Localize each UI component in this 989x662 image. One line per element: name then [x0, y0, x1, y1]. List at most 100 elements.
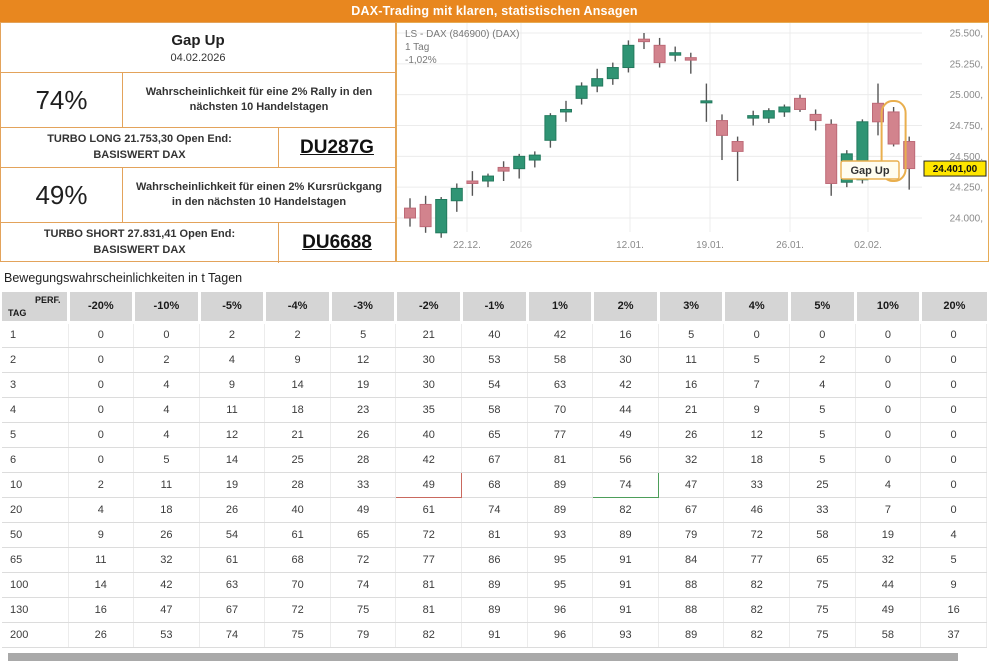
table-cell: 91 [592, 547, 659, 573]
table-cell: 93 [527, 522, 594, 548]
price-chart[interactable]: LS - DAX (846900) (DAX) 1 Tag -1,02% Gap… [396, 22, 989, 262]
table-cell: 28 [264, 472, 331, 498]
table-cell: 75 [789, 572, 856, 598]
candle-body [638, 38, 650, 43]
table-cell: 12 [723, 422, 791, 448]
table-cell: 89 [592, 522, 659, 548]
table-row: 65 11 32 61 68 72 77 86 95 91 84 77 65 32 5 [2, 547, 987, 573]
tag-cell: 3 [2, 372, 69, 398]
column-header: 1% [527, 292, 595, 324]
turbo-short-wkn-cell: DU6688 [279, 223, 395, 263]
table-cell: 2 [789, 347, 856, 373]
candle-body [731, 141, 744, 152]
table-row: 1 0 0 2 2 5 21 40 42 16 5 0 0 0 0 [2, 322, 987, 348]
table-cell: 74 [199, 622, 266, 648]
table-cell: 0 [920, 422, 987, 448]
table-cell: 75 [789, 597, 856, 623]
long-probability-description: Wahrscheinlichkeit für eine 2% Rally in … [145, 85, 373, 113]
y-axis-tick-label: 25.250, [950, 59, 983, 70]
signal-header-cell: Gap Up 04.02.2026 [1, 23, 395, 73]
table-cell: 2 [68, 472, 135, 498]
table-cell: 44 [592, 397, 659, 423]
table-cell: 67 [658, 497, 725, 523]
table-cell: 42 [395, 447, 463, 473]
turbo-short-wkn-link[interactable]: DU6688 [302, 232, 372, 253]
table-cell: 47 [133, 597, 200, 623]
app-header: DAX-Trading mit klaren, statistischen An… [0, 0, 989, 22]
table-cell: 75 [264, 622, 331, 648]
table-cell: 4 [789, 372, 856, 398]
table-cell: 53 [461, 347, 528, 373]
candle-body [653, 44, 666, 64]
table-cell: 11 [133, 472, 200, 498]
table-cell: 26 [330, 422, 397, 448]
table-cell: 0 [855, 447, 922, 473]
table-cell: 21 [264, 422, 331, 448]
table-cell: 82 [723, 597, 791, 623]
table-cell: 12 [199, 422, 266, 448]
short-probability: 49% [35, 179, 88, 210]
chart-symbol-label: LS - DAX (846900) (DAX) [405, 29, 520, 40]
tag-cell: 65 [2, 547, 69, 573]
table-cell: 58 [461, 397, 528, 423]
candle-body [669, 52, 682, 56]
horizontal-scrollbar-thumb[interactable] [8, 653, 958, 661]
candle-body [591, 78, 604, 87]
table-cell: 9 [264, 347, 331, 373]
last-price-value: 24.401,00 [933, 164, 978, 175]
candle-body [606, 67, 619, 80]
table-cell: 58 [855, 622, 922, 648]
column-header: 2% [592, 292, 660, 324]
tag-cell: 10 [2, 472, 69, 498]
turbo-long-wkn-link[interactable]: DU287G [300, 136, 374, 158]
table-cell: 56 [592, 447, 659, 473]
turbo-long-underlying: BASISWERT DAX [93, 148, 186, 161]
short-probability-cell: 49% [1, 168, 123, 223]
table-cell: 42 [133, 572, 200, 598]
table-cell: 21 [658, 397, 725, 423]
table-cell: 84 [658, 547, 725, 573]
table-row: 2 0 2 4 9 12 30 53 58 30 11 5 2 0 0 [2, 347, 987, 373]
table-cell: 91 [592, 597, 659, 623]
table-cell: 65 [789, 547, 856, 573]
table-cell: 26 [199, 497, 266, 523]
table-cell: 0 [920, 447, 987, 473]
long-probability-cell: 74% [1, 73, 123, 128]
table-cell: 49 [592, 422, 659, 448]
candle-body [747, 115, 760, 119]
table-cell: 0 [855, 347, 922, 373]
table-cell: 44 [855, 572, 922, 598]
movement-table-title: Bewegungswahrscheinlichkeiten in t Tagen [4, 271, 243, 285]
table-cell: 30 [395, 347, 463, 373]
table-row: 3 0 4 9 14 19 30 54 63 42 16 7 4 0 0 [2, 372, 987, 398]
table-cell: 72 [723, 522, 791, 548]
table-cell: 19 [855, 522, 922, 548]
y-axis-tick-label: 25.500, [950, 29, 983, 40]
table-cell: 5 [330, 322, 397, 348]
table-cell: 68 [461, 472, 528, 498]
table-cell: 81 [395, 597, 463, 623]
candle-body [513, 155, 526, 170]
table-cell: 82 [592, 497, 659, 523]
table-cell: 40 [395, 422, 463, 448]
table-cell: 30 [395, 372, 463, 398]
table-cell: 86 [461, 547, 528, 573]
table-cell: 79 [658, 522, 725, 548]
table-cell: 54 [199, 522, 266, 548]
chart-canvas[interactable]: Gap Up 24.401,00 25.500, 25.250, 25.000, 24.7… [397, 23, 988, 261]
table-cell: 5 [133, 447, 200, 473]
candle-body [794, 97, 806, 110]
table-cell: 0 [68, 322, 135, 348]
table-cell: 25 [789, 472, 856, 498]
candle-body [809, 113, 822, 122]
table-cell: 19 [199, 472, 266, 498]
table-cell: 89 [527, 472, 594, 498]
table-cell: 33 [789, 497, 856, 523]
last-price-tag [923, 160, 987, 177]
table-cell: 77 [395, 547, 463, 573]
table-cell: 4 [133, 397, 200, 423]
table-cell: 9 [723, 397, 791, 423]
table-cell: 4 [133, 422, 200, 448]
tag-cell: 4 [2, 397, 69, 423]
